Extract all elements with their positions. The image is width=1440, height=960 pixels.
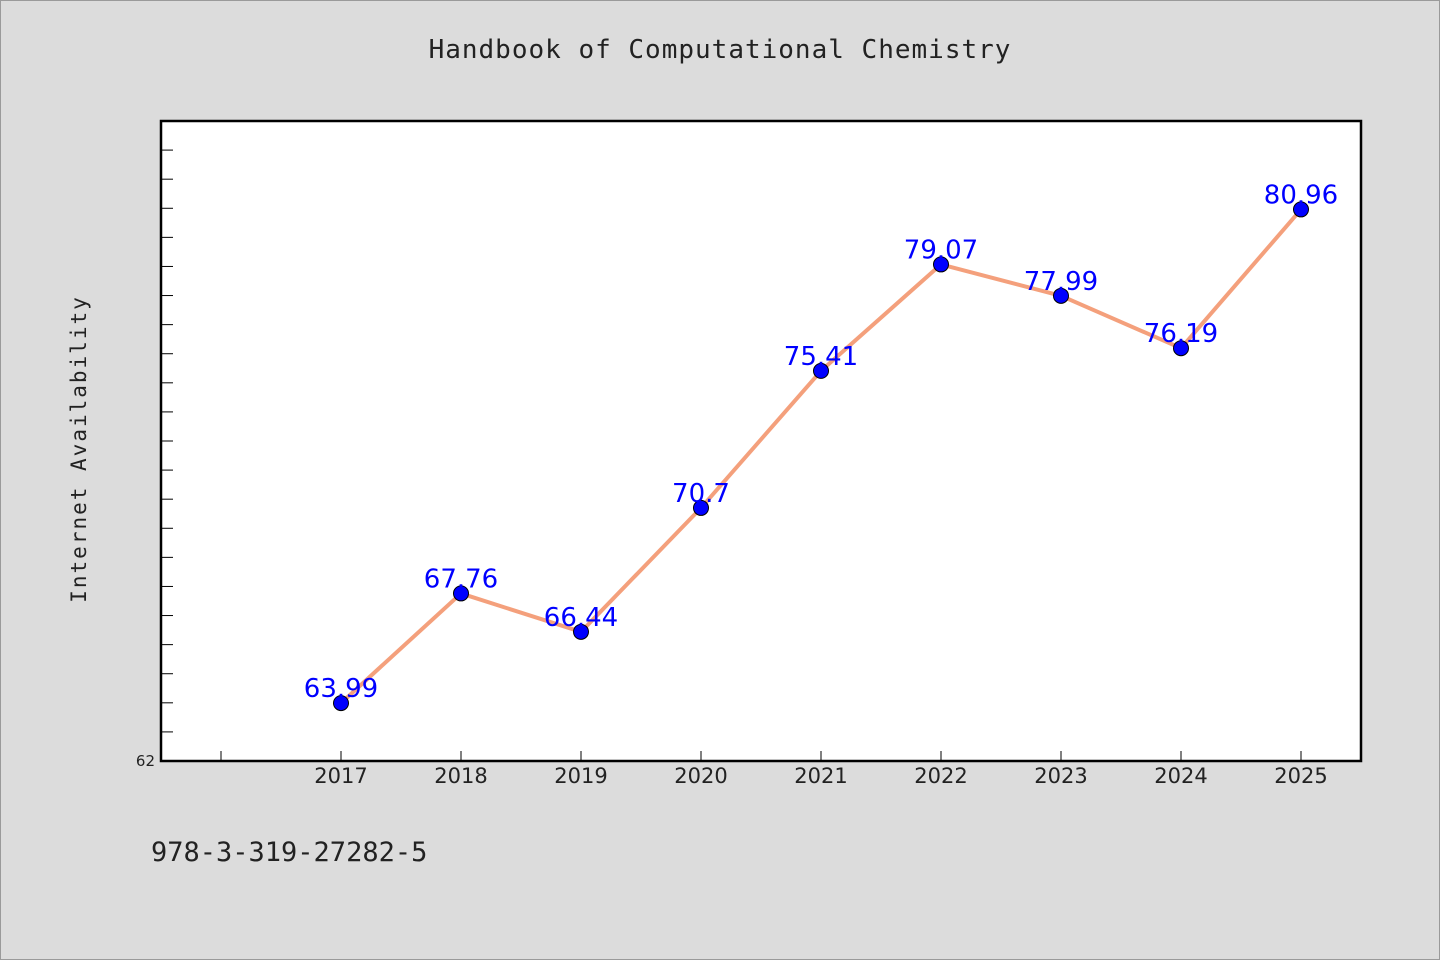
x-tick-label: 2019 [554, 764, 607, 788]
data-point [693, 499, 709, 516]
data-label: 75.41 [784, 342, 858, 372]
data-point [573, 623, 589, 640]
data-point [1053, 287, 1069, 304]
data-label: 76.19 [1144, 319, 1218, 349]
data-point [1293, 201, 1309, 218]
data-point [813, 362, 829, 379]
x-tick-label: 2025 [1274, 764, 1327, 788]
data-point [333, 695, 349, 712]
data-label: 79.07 [904, 235, 978, 265]
x-tick-label: 2017 [314, 764, 367, 788]
data-label: 67.76 [424, 564, 498, 594]
data-point [453, 585, 469, 602]
x-tick-label: 2024 [1154, 764, 1207, 788]
x-tick-label: 2020 [674, 764, 727, 788]
x-tick-label: 2018 [434, 764, 487, 788]
data-label: 66.44 [544, 603, 618, 633]
data-point [933, 256, 949, 273]
isbn-text: 978-3-319-27282-5 [151, 837, 428, 868]
data-label: 80.96 [1264, 180, 1338, 210]
x-tick-label: 2021 [794, 764, 847, 788]
x-tick-label: 2023 [1034, 764, 1087, 788]
data-point [1173, 340, 1189, 357]
data-label: 77.99 [1024, 267, 1098, 297]
chart-title: Handbook of Computational Chemistry [428, 35, 1012, 65]
y-tick-label: 62 [136, 752, 155, 770]
data-label: 70.7 [672, 479, 730, 509]
data-label: 63.99 [304, 674, 378, 704]
x-tick-label: 2022 [914, 764, 967, 788]
